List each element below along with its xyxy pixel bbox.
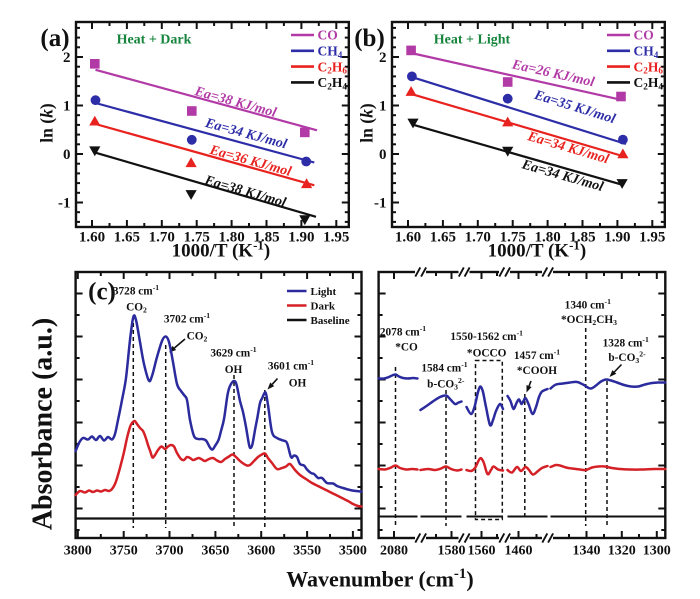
svg-text:1584 cm-1: 1584 cm-1 bbox=[421, 360, 467, 374]
svg-text:1.90: 1.90 bbox=[604, 229, 630, 245]
svg-text:C2H6: C2H6 bbox=[634, 59, 664, 75]
svg-text:b-CO32-: b-CO32- bbox=[608, 350, 646, 365]
svg-text:C2H6: C2H6 bbox=[318, 59, 348, 75]
svg-text:1460: 1460 bbox=[505, 544, 533, 559]
svg-text:*CO: *CO bbox=[395, 342, 418, 354]
svg-text:1560: 1560 bbox=[468, 544, 496, 559]
svg-text:1.60: 1.60 bbox=[79, 229, 105, 245]
svg-text:1: 1 bbox=[379, 99, 387, 115]
svg-text:3800: 3800 bbox=[64, 544, 92, 559]
svg-text:Absorbance (a.u.): Absorbance (a.u.) bbox=[28, 318, 59, 530]
svg-text:CO2: CO2 bbox=[126, 302, 147, 315]
svg-text:C2H4: C2H4 bbox=[634, 75, 664, 91]
svg-text:CH4: CH4 bbox=[634, 44, 659, 60]
svg-text:2: 2 bbox=[379, 50, 387, 66]
svg-text:3650: 3650 bbox=[201, 544, 229, 559]
svg-text:1.85: 1.85 bbox=[253, 229, 279, 245]
svg-text:1.75: 1.75 bbox=[184, 229, 210, 245]
svg-text:3500: 3500 bbox=[339, 544, 367, 559]
svg-text:1.85: 1.85 bbox=[569, 229, 595, 245]
svg-text:3600: 3600 bbox=[247, 544, 275, 559]
svg-text:3601 cm-1: 3601 cm-1 bbox=[268, 358, 314, 372]
svg-text:OH: OH bbox=[289, 378, 307, 390]
svg-text:1.80: 1.80 bbox=[534, 229, 560, 245]
svg-text:ln (k): ln (k) bbox=[37, 103, 57, 143]
svg-text:(a): (a) bbox=[40, 25, 69, 52]
svg-text:1: 1 bbox=[63, 99, 71, 115]
svg-text:1.65: 1.65 bbox=[114, 229, 140, 245]
svg-text:1.70: 1.70 bbox=[465, 229, 491, 245]
svg-text:Heat + Dark: Heat + Dark bbox=[117, 33, 192, 48]
svg-text:1.95: 1.95 bbox=[639, 229, 665, 245]
svg-text:ln (k): ln (k) bbox=[357, 103, 377, 143]
svg-text:1340: 1340 bbox=[573, 544, 601, 559]
svg-text:C2H4: C2H4 bbox=[318, 75, 348, 91]
svg-text:3700: 3700 bbox=[156, 544, 184, 559]
svg-text:1457 cm-1: 1457 cm-1 bbox=[514, 348, 560, 362]
svg-text:1000/T (K-1): 1000/T (K-1) bbox=[172, 238, 271, 261]
svg-text:(c): (c) bbox=[88, 279, 116, 306]
svg-text:CO: CO bbox=[318, 28, 338, 43]
svg-text:3550: 3550 bbox=[293, 544, 321, 559]
svg-text:b-CO32-: b-CO32- bbox=[427, 376, 465, 391]
svg-text:3728 cm-1: 3728 cm-1 bbox=[113, 283, 159, 297]
svg-text:CO2: CO2 bbox=[187, 331, 208, 344]
svg-text:-1: -1 bbox=[58, 196, 71, 212]
svg-text:Wavenumber (cm-1): Wavenumber (cm-1) bbox=[286, 566, 473, 591]
svg-text:Heat + Light: Heat + Light bbox=[434, 33, 511, 48]
svg-text:1328 cm-1: 1328 cm-1 bbox=[603, 335, 649, 349]
svg-text:1.80: 1.80 bbox=[218, 229, 244, 245]
svg-text:(b): (b) bbox=[354, 25, 385, 52]
svg-text:*OCCO: *OCCO bbox=[467, 348, 507, 360]
svg-text:Baseline: Baseline bbox=[311, 315, 350, 327]
svg-text:1340 cm-1: 1340 cm-1 bbox=[565, 297, 611, 311]
svg-text:1.60: 1.60 bbox=[395, 229, 421, 245]
svg-text:CH4: CH4 bbox=[318, 44, 343, 60]
svg-text:Light: Light bbox=[311, 286, 337, 298]
svg-text:1320: 1320 bbox=[608, 544, 636, 559]
svg-text:-1: -1 bbox=[374, 196, 387, 212]
svg-text:*OCH2CH3: *OCH2CH3 bbox=[561, 314, 617, 327]
svg-text:1.70: 1.70 bbox=[149, 229, 175, 245]
svg-text:Dark: Dark bbox=[311, 301, 336, 313]
svg-text:1.75: 1.75 bbox=[500, 229, 526, 245]
svg-text:1300: 1300 bbox=[643, 544, 671, 559]
svg-text:3750: 3750 bbox=[110, 544, 138, 559]
svg-text:1580: 1580 bbox=[438, 544, 466, 559]
svg-text:2: 2 bbox=[63, 50, 71, 66]
svg-text:CO: CO bbox=[634, 28, 654, 43]
svg-text:1.90: 1.90 bbox=[288, 229, 314, 245]
svg-text:3702 cm-1: 3702 cm-1 bbox=[164, 311, 210, 325]
svg-text:0: 0 bbox=[63, 147, 71, 163]
svg-text:*COOH: *COOH bbox=[517, 365, 557, 377]
svg-text:3629 cm-1: 3629 cm-1 bbox=[210, 345, 256, 359]
svg-text:2080: 2080 bbox=[380, 544, 408, 559]
svg-text:0: 0 bbox=[379, 147, 387, 163]
svg-text:1.65: 1.65 bbox=[430, 229, 456, 245]
svg-text:1550-1562 cm-1: 1550-1562 cm-1 bbox=[450, 329, 523, 343]
svg-text:1.95: 1.95 bbox=[323, 229, 349, 245]
svg-text:1000/T (K-1): 1000/T (K-1) bbox=[488, 238, 587, 261]
svg-text:OH: OH bbox=[225, 364, 243, 376]
svg-text:2078 cm-1: 2078 cm-1 bbox=[380, 324, 426, 338]
